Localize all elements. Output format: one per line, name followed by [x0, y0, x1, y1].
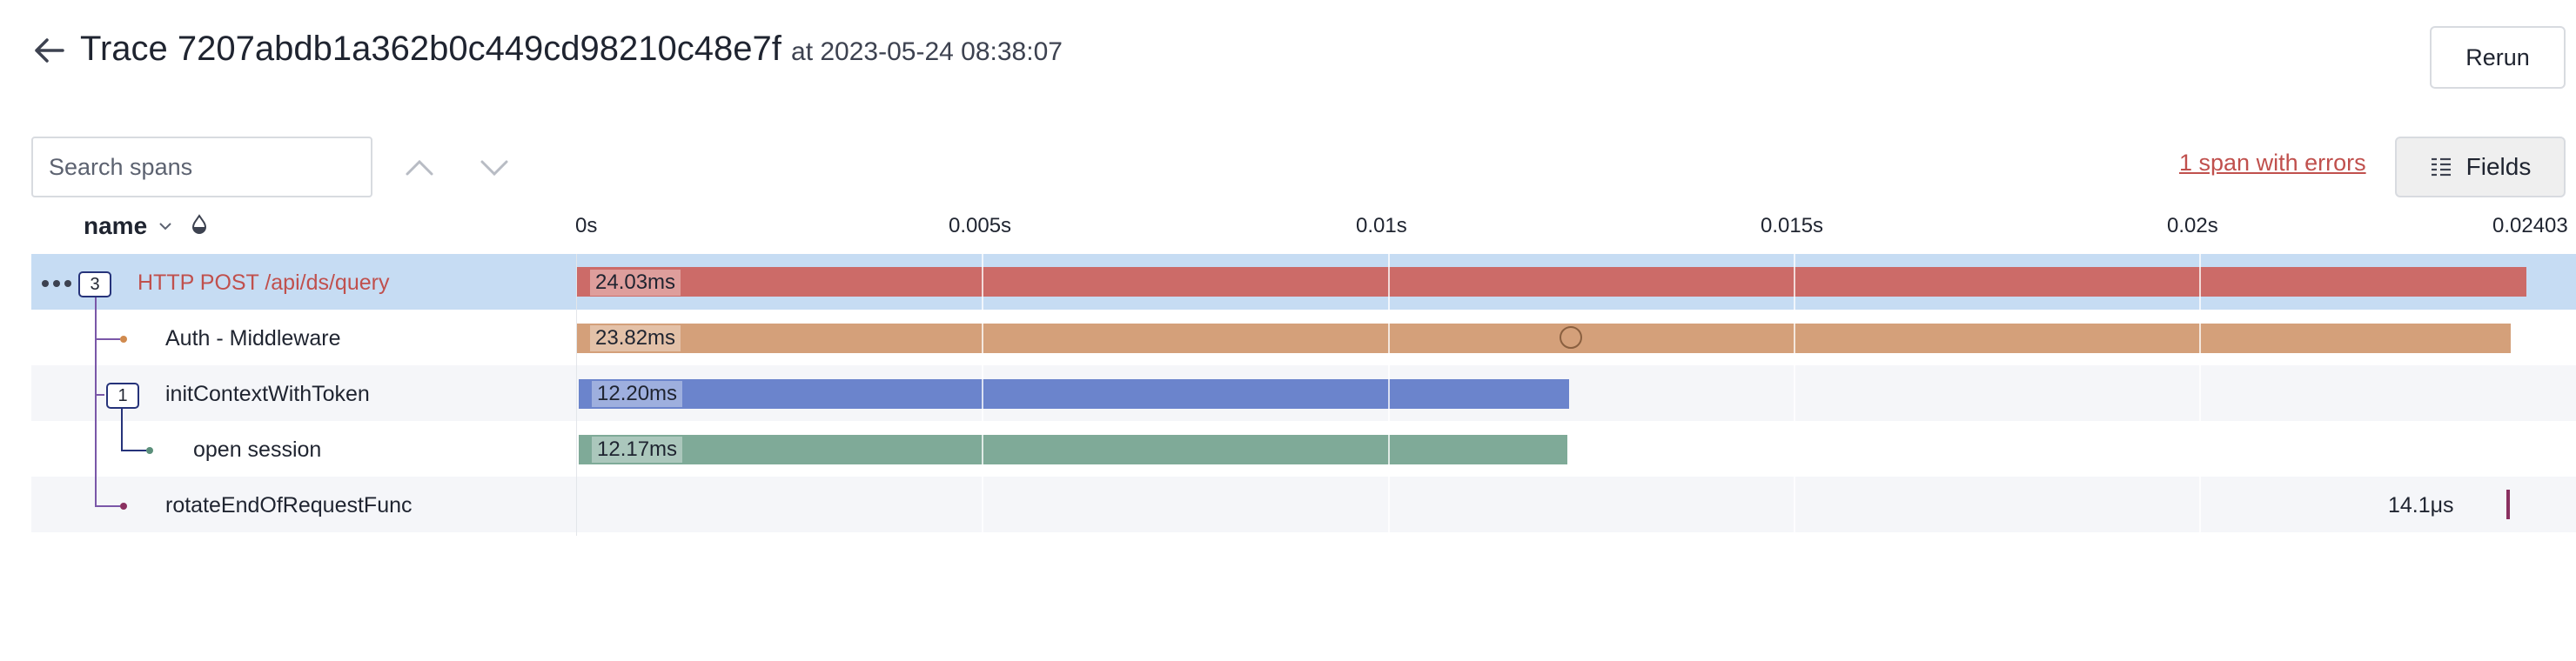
search-spans-input[interactable]: Search spans: [31, 137, 372, 197]
chevron-down-icon[interactable]: [157, 217, 174, 235]
span-row[interactable]: [31, 477, 2576, 532]
timeline-tick: 0.01s: [1356, 214, 1407, 237]
span-dot: [120, 503, 127, 510]
span-bar[interactable]: [577, 324, 2511, 353]
timeline-tick: 0.02403: [2492, 214, 2568, 237]
fields-label: Fields: [2465, 153, 2532, 180]
span-duration: 24.03ms: [590, 270, 681, 296]
event-marker[interactable]: [1560, 326, 1582, 349]
back-arrow-icon[interactable]: [31, 33, 66, 68]
rerun-button[interactable]: Rerun: [2430, 26, 2566, 89]
columns-icon: [2431, 157, 2451, 177]
trace-title: Trace 7207abdb1a362b0c449cd98210c48e7f: [80, 30, 782, 68]
name-column-header[interactable]: name: [84, 212, 148, 239]
timeline-tick: 0.015s: [1761, 214, 1824, 237]
span-bar[interactable]: [2506, 490, 2510, 519]
span-bar[interactable]: [577, 267, 2526, 297]
span-name[interactable]: HTTP POST /api/ds/query: [138, 270, 390, 295]
grid-line: [1794, 254, 1795, 536]
span-name[interactable]: rotateEndOfRequestFunc: [165, 493, 413, 517]
drop-icon[interactable]: [190, 214, 209, 235]
span-duration: 12.17ms: [592, 437, 683, 463]
column-divider: [576, 254, 577, 536]
children-count-badge[interactable]: 3: [78, 271, 111, 297]
span-name[interactable]: open session: [193, 437, 322, 462]
chevron-up-icon[interactable]: [402, 151, 437, 183]
children-count-badge[interactable]: 1: [106, 383, 139, 409]
page-title: Trace 7207abdb1a362b0c449cd98210c48e7f a…: [80, 26, 1063, 75]
timeline-tick: 0.005s: [949, 214, 1012, 237]
span-name[interactable]: initContextWithToken: [165, 382, 370, 406]
span-dot: [120, 336, 127, 343]
fields-button[interactable]: Fields: [2395, 137, 2566, 197]
timeline-tick: 0.02s: [2167, 214, 2218, 237]
grid-line: [1388, 254, 1390, 536]
trace-timestamp: at 2023-05-24 08:38:07: [791, 37, 1063, 66]
span-bar[interactable]: [579, 435, 1567, 464]
span-duration: 12.20ms: [592, 381, 683, 407]
span-tree-lines: [95, 296, 146, 507]
span-name[interactable]: Auth - Middleware: [165, 326, 341, 351]
grid-line: [2199, 254, 2201, 536]
span-dot: [146, 447, 153, 454]
chevron-down-icon[interactable]: [477, 151, 512, 183]
timeline-tick: 0s: [575, 214, 598, 237]
span-bar[interactable]: [579, 379, 1569, 409]
span-duration: 23.82ms: [590, 325, 681, 351]
span-duration: 14.1μs: [2388, 493, 2454, 517]
grid-line: [982, 254, 983, 536]
errors-link[interactable]: 1 span with errors: [2179, 150, 2366, 176]
more-options-icon[interactable]: [40, 278, 75, 289]
